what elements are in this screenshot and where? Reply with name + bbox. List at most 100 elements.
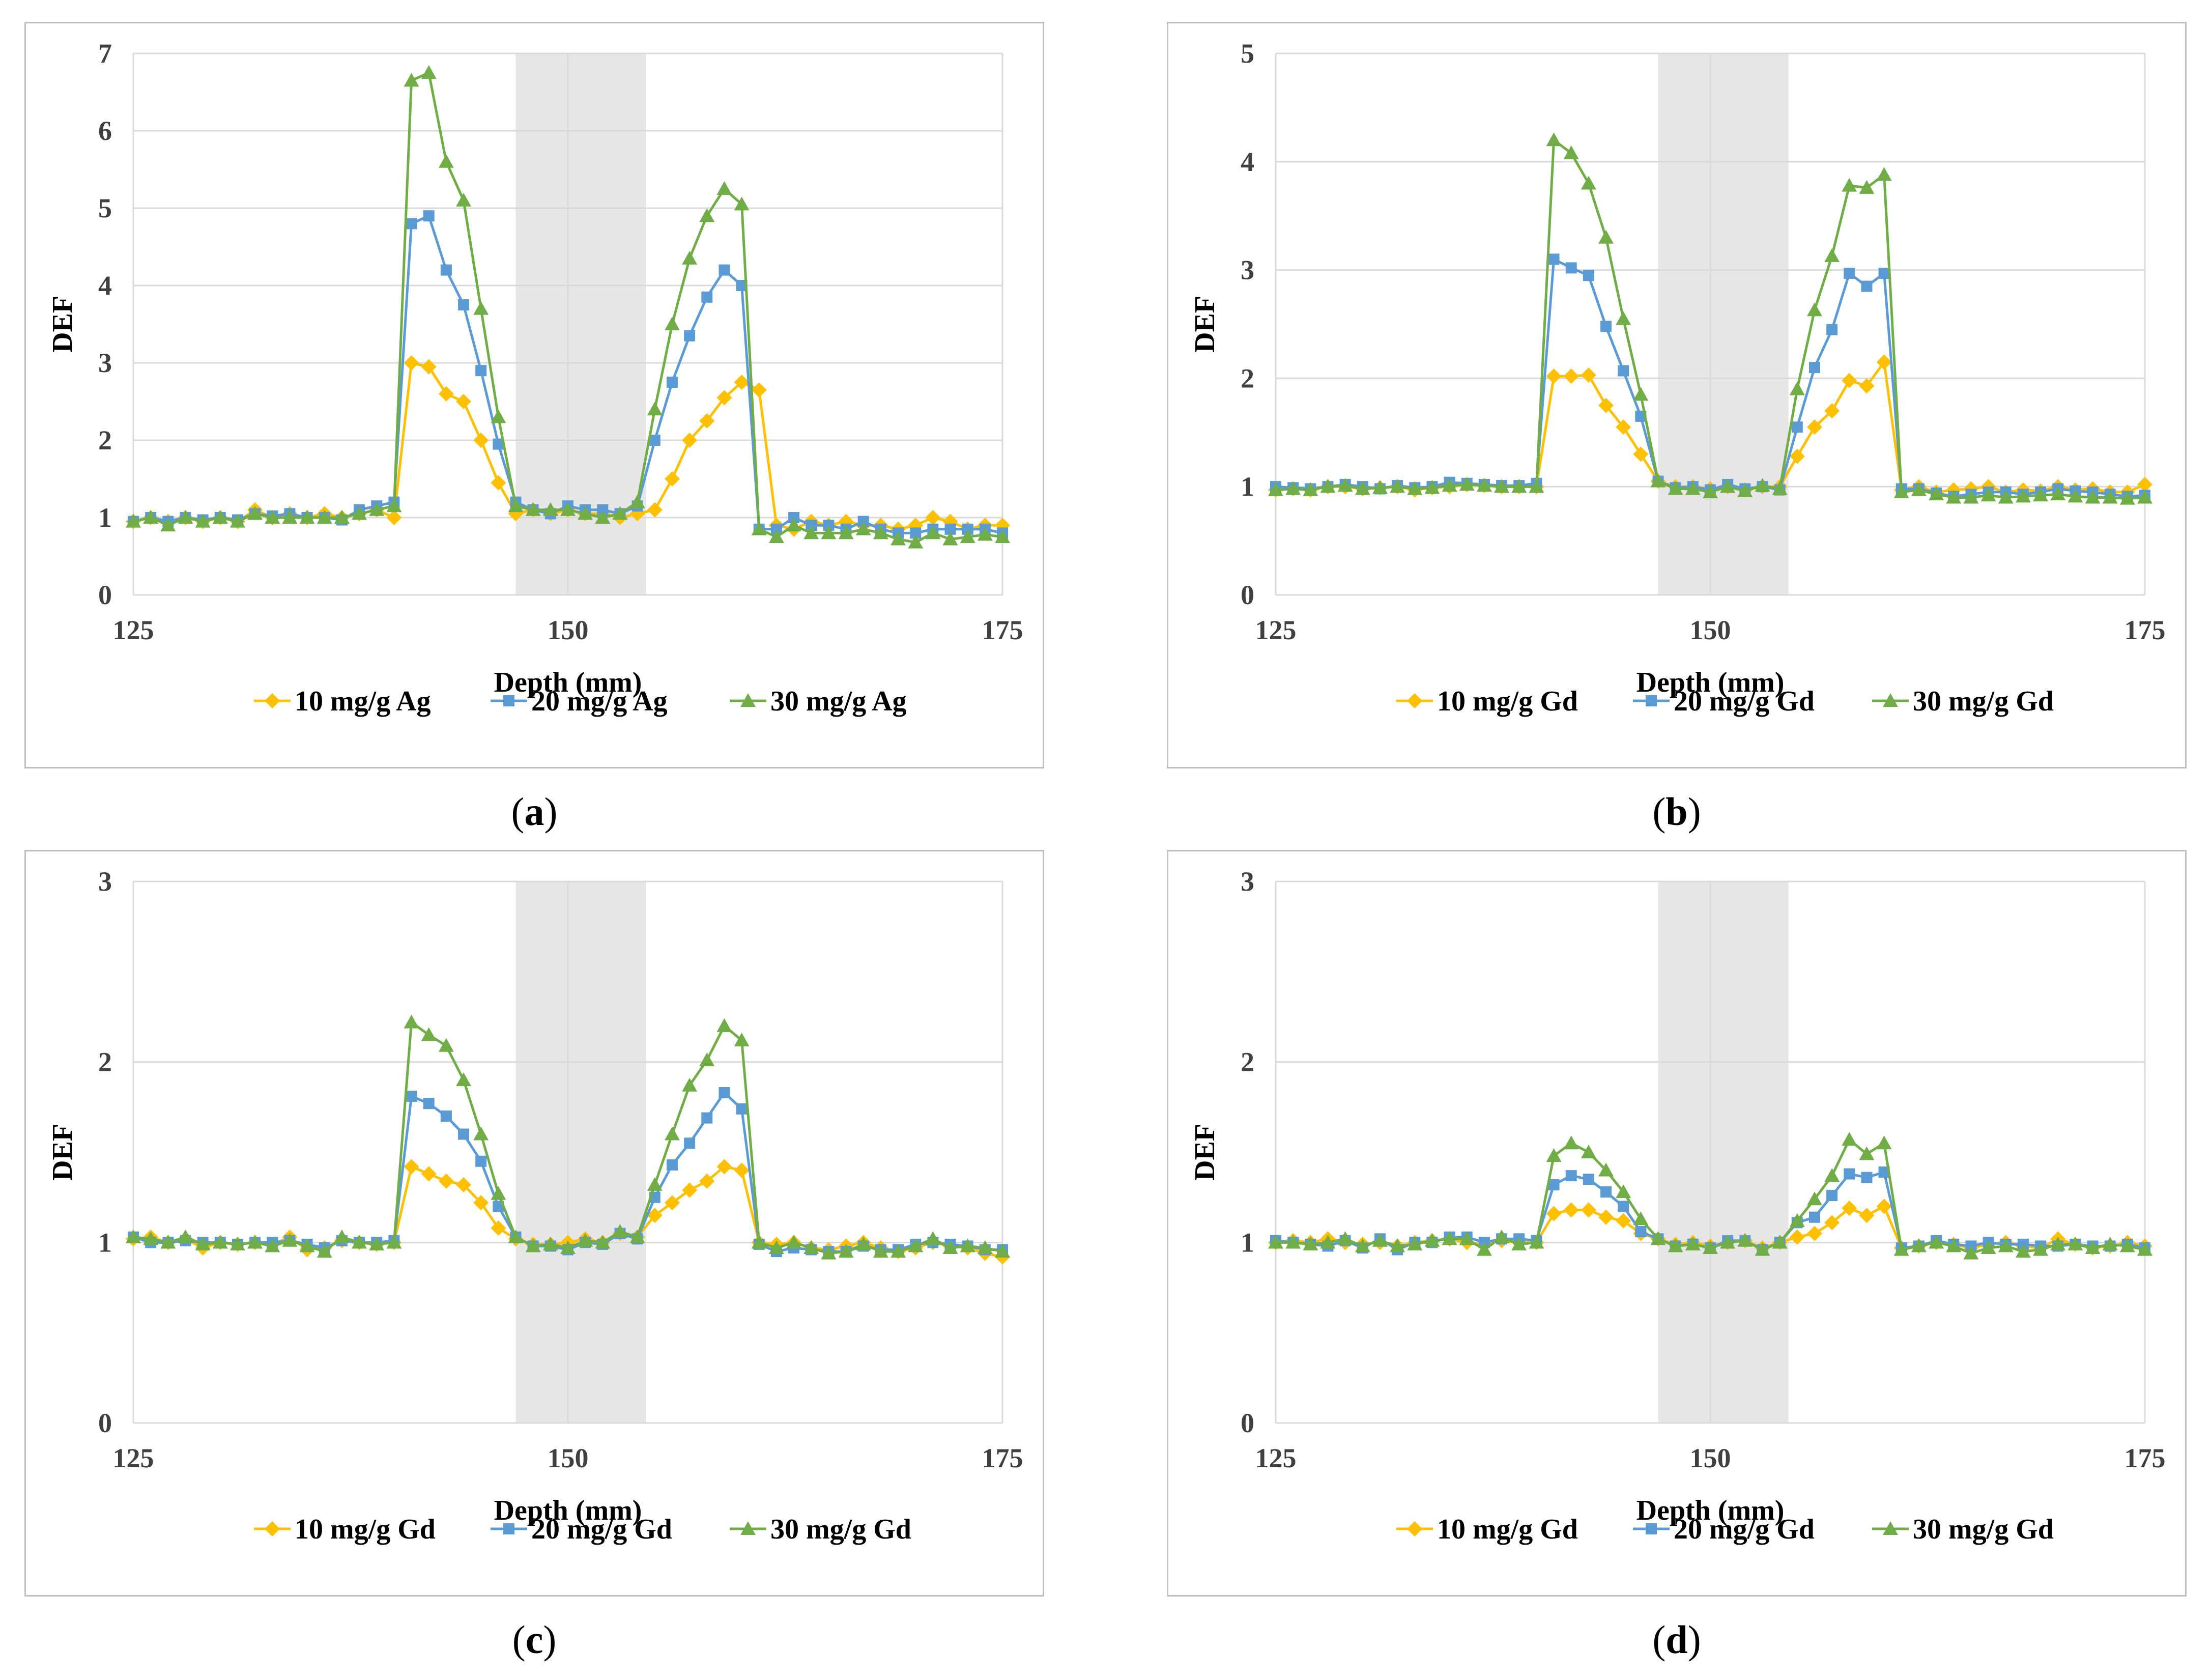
data-point (1616, 419, 1631, 435)
data-point (560, 502, 576, 516)
y-tick-label: 1 (1241, 1227, 1254, 1258)
data-point (1581, 1145, 1596, 1158)
data-point (1826, 1190, 1838, 1202)
data-point (438, 1038, 454, 1052)
y-tick-label: 3 (1241, 866, 1254, 897)
data-point (369, 1236, 385, 1250)
data-point (823, 520, 835, 531)
data-point (1633, 446, 1649, 462)
data-point (2119, 1238, 2135, 1252)
caption-c: (c) (512, 1617, 557, 1662)
legend-entry: 10 mg/g Gd (1396, 1514, 1578, 1545)
data-point (1494, 1229, 1510, 1243)
data-point (716, 1018, 732, 1032)
data-point (212, 510, 228, 524)
data-point (1442, 478, 1457, 492)
data-point (647, 1208, 663, 1223)
data-point (736, 1103, 748, 1115)
data-point (1600, 1186, 1612, 1198)
x-tick-label: 175 (2124, 615, 2166, 645)
data-point (925, 525, 941, 539)
data-point (684, 330, 696, 341)
data-point (1494, 479, 1510, 493)
data-point (1929, 487, 1944, 501)
data-point (1650, 473, 1666, 488)
data-point (699, 413, 715, 429)
data-point (1618, 365, 1629, 377)
data-point (2050, 487, 2066, 501)
caption-b: (b) (1652, 789, 1701, 834)
data-point (1633, 1211, 1649, 1226)
data-point (1842, 178, 1857, 192)
data-point (1546, 1206, 1562, 1221)
data-point (2137, 1242, 2152, 1256)
data-point (404, 1014, 419, 1029)
data-point (1635, 1226, 1647, 1238)
data-point (716, 390, 732, 406)
data-point (369, 502, 385, 516)
data-point (716, 181, 732, 195)
data-point (1826, 324, 1838, 335)
data-point (1806, 419, 1822, 435)
data-point (1824, 1215, 1840, 1231)
data-point (456, 1177, 472, 1192)
data-point (1808, 1211, 1820, 1223)
data-point (751, 521, 767, 535)
data-point (910, 527, 922, 539)
chart-d-svg: 0 1 2 3 125 150 175 Depth (mm) DEF 10 mg/g Gd 20 m… (1189, 866, 2166, 1545)
data-point (666, 1159, 678, 1171)
data-point (1824, 1168, 1840, 1182)
x-tick-label: 175 (982, 615, 1023, 645)
data-point (682, 433, 698, 448)
data-point (143, 510, 159, 524)
data-point (855, 521, 871, 535)
data-point (525, 502, 541, 516)
data-point (960, 1238, 975, 1252)
data-point (1876, 167, 1892, 181)
data-point (352, 1235, 367, 1249)
data-point (1616, 311, 1631, 325)
data-point (1842, 1132, 1857, 1146)
legend-marker (740, 1521, 756, 1535)
data-point (699, 1173, 715, 1189)
chart-a-svg: 0 1 2 3 4 5 6 7 125 150 175 Depth (mm) DEF 10 mg/g Ag… (47, 38, 1023, 717)
data-point (1459, 476, 1475, 491)
data-point (1268, 482, 1283, 496)
data-point (1844, 267, 1855, 279)
data-point (803, 525, 819, 539)
y-axis-title: DEF (1189, 1124, 1221, 1181)
data-point (1876, 354, 1892, 370)
data-point (456, 1072, 472, 1087)
data-point (143, 1231, 159, 1245)
data-point (542, 1236, 558, 1250)
data-point (647, 502, 663, 518)
data-point (770, 523, 782, 535)
data-point (475, 1155, 487, 1167)
data-point (995, 1244, 1010, 1258)
legend-marker (265, 1521, 280, 1536)
data-point (1668, 481, 1683, 495)
data-point (229, 514, 245, 528)
data-point (440, 264, 452, 276)
y-tick-label: 4 (98, 270, 112, 301)
data-point (178, 1229, 193, 1243)
data-point (1390, 479, 1405, 493)
legend-marker (503, 1523, 514, 1534)
shaded-region (515, 881, 646, 1423)
data-point (855, 1236, 871, 1250)
data-point (458, 1128, 470, 1140)
chart-b-svg: 0 1 2 3 4 5 125 150 175 Depth (mm) DEF 10 mg/g Gd 20… (1189, 38, 2166, 717)
data-point (1320, 479, 1336, 493)
data-point (282, 510, 298, 524)
data-point (734, 375, 750, 390)
y-tick-label: 1 (1241, 471, 1254, 502)
caption-b-letter: b (1666, 789, 1688, 834)
caption-c-letter: c (525, 1617, 543, 1662)
data-point (1980, 1240, 1996, 1254)
data-point (386, 498, 402, 512)
data-point (1893, 1242, 1909, 1256)
data-point (525, 1238, 541, 1252)
y-tick-label: 1 (98, 502, 112, 533)
data-point (977, 1240, 993, 1254)
data-point (1616, 1213, 1631, 1229)
